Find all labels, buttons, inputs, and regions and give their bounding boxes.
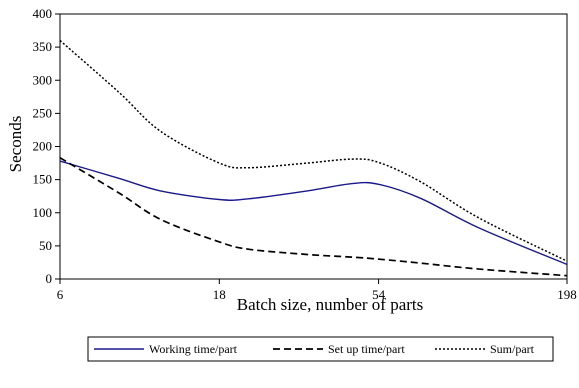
- y-tick-label: 150: [33, 172, 53, 187]
- legend-label-working-time-part: Working time/part: [149, 342, 238, 356]
- legend-label-set-up-time-part: Set up time/part: [328, 342, 405, 356]
- series-line-working-time-part: [59, 160, 568, 266]
- x-tick-label: 198: [557, 287, 577, 302]
- y-tick-label: 400: [33, 6, 53, 21]
- series-line-sum-part: [59, 39, 568, 262]
- plot-area: 0 50 100 150 200 250 300 350 400 6 18 54 198: [33, 6, 577, 302]
- series-line-set-up-time-part: [59, 157, 568, 277]
- y-tick-label: 100: [33, 205, 53, 220]
- x-axis-title: Batch size, number of parts: [237, 295, 423, 314]
- y-tick-label: 50: [39, 238, 52, 253]
- y-tick-label: 350: [33, 39, 53, 54]
- y-axis-title: Seconds: [6, 116, 25, 173]
- y-tick-label: 250: [33, 105, 53, 120]
- x-tick-label: 18: [213, 287, 226, 302]
- plot-frame: [59, 13, 568, 280]
- y-tick-label: 300: [33, 72, 53, 87]
- x-tick-label: 6: [57, 287, 64, 302]
- legend: Working time/part Set up time/part Sum/par…: [87, 336, 554, 362]
- y-tick-label: 0: [46, 271, 53, 286]
- y-tick-label: 200: [33, 139, 53, 154]
- legend-label-sum-part: Sum/part: [490, 342, 535, 356]
- x-tick-label: 54: [372, 287, 386, 302]
